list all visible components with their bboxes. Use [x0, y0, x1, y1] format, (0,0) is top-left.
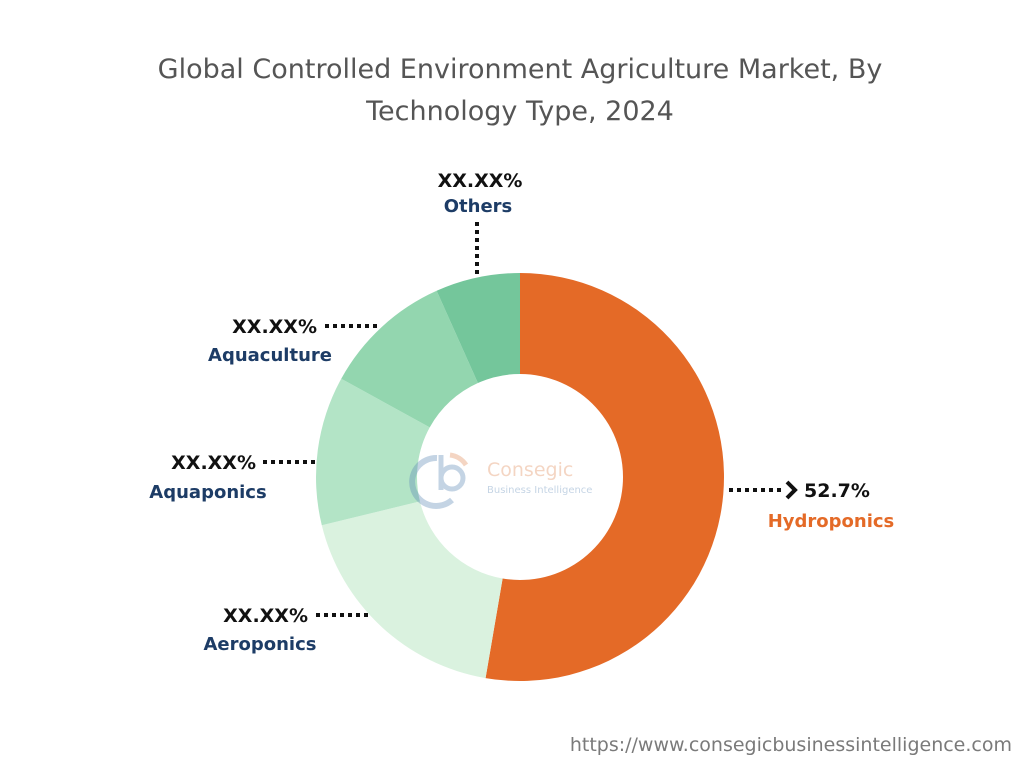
aquaculture-value-label: XX.XX%: [232, 316, 317, 338]
hydroponics-category-label: Hydroponics: [768, 511, 895, 532]
logo-tagline: Business Intelligence: [487, 485, 592, 496]
donut-slices: [316, 273, 724, 681]
aeroponics-value-label: XX.XX%: [223, 605, 308, 627]
slice-hydroponics: [485, 273, 724, 681]
hydroponics-value-label: 52.7%: [804, 480, 870, 502]
logo-c-mark: [409, 454, 454, 509]
slice-aquaponics: [316, 378, 430, 526]
aquaculture-category-label: Aquaculture: [208, 345, 332, 366]
consegic-logo: Consegic Business Intelligence: [409, 452, 592, 509]
slice-aquaculture: [341, 290, 478, 428]
slice-aeroponics: [321, 501, 503, 679]
chart-title-line1: Global Controlled Environment Agricultur…: [158, 54, 883, 85]
aeroponics-category-label: Aeroponics: [203, 634, 316, 655]
others-value-label: XX.XX%: [438, 170, 523, 192]
footer-url: https://www.consegicbusinessintelligence…: [570, 734, 1012, 756]
logo-name: Consegic: [487, 459, 573, 481]
arrow-right-icon: [785, 480, 798, 500]
logo-b-mark: [438, 464, 466, 492]
slice-others: [436, 273, 520, 383]
aquaponics-category-label: Aquaponics: [149, 482, 266, 503]
chart-title-line2: Technology Type, 2024: [365, 96, 674, 127]
others-category-label: Others: [444, 196, 513, 217]
aquaponics-value-label: XX.XX%: [171, 452, 256, 474]
logo-arc: [449, 452, 469, 467]
